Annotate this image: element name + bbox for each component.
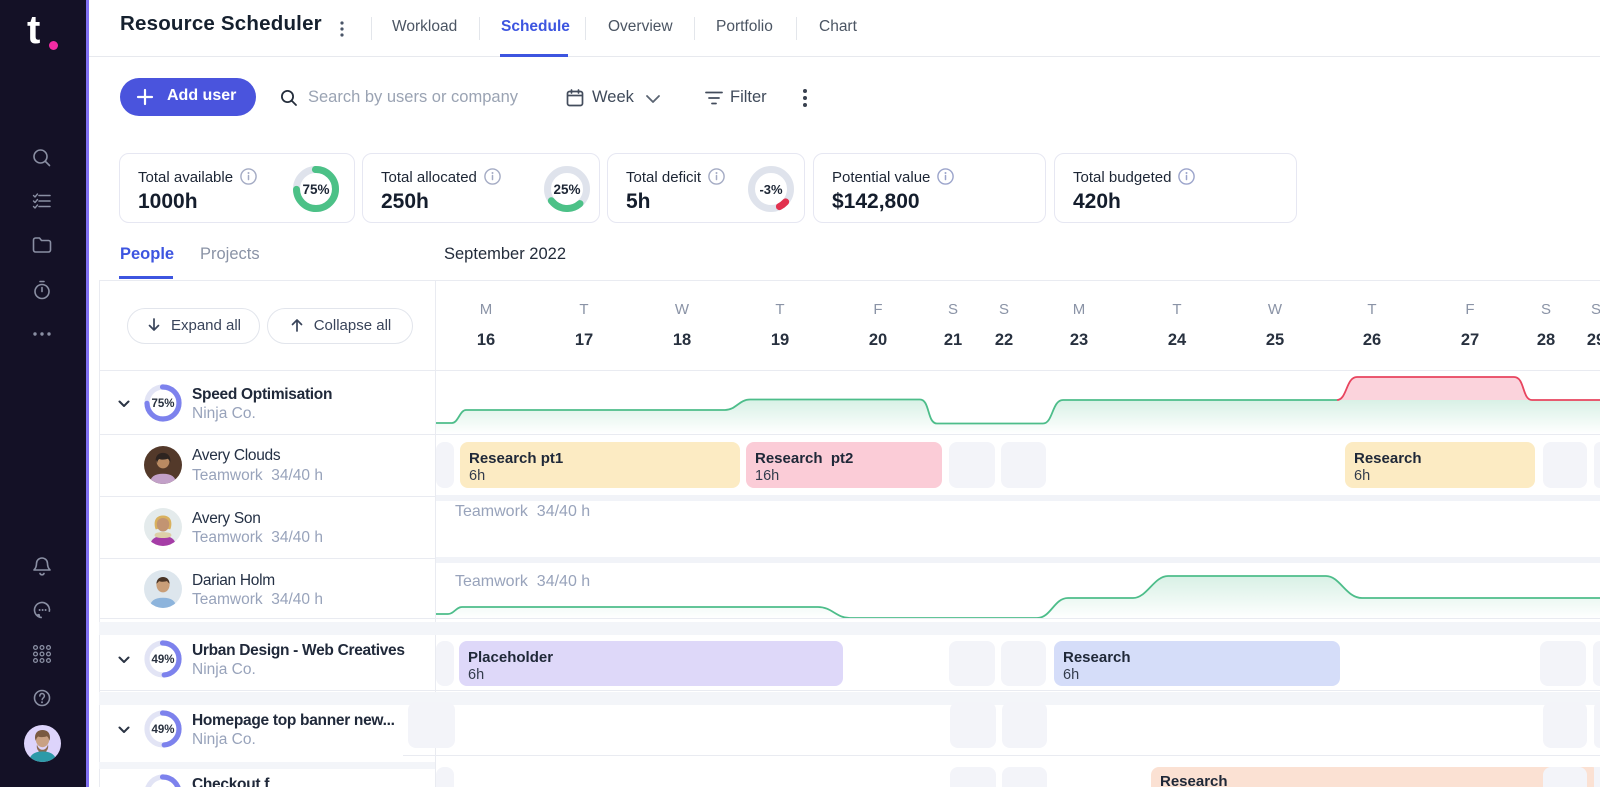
svg-text:-3%: -3% — [759, 182, 783, 197]
svg-text:25%: 25% — [553, 182, 580, 197]
svg-text:75%: 75% — [302, 182, 329, 197]
svg-text:49%: 49% — [151, 654, 174, 666]
svg-text:49%: 49% — [151, 724, 174, 736]
svg-text:75%: 75% — [151, 398, 174, 410]
